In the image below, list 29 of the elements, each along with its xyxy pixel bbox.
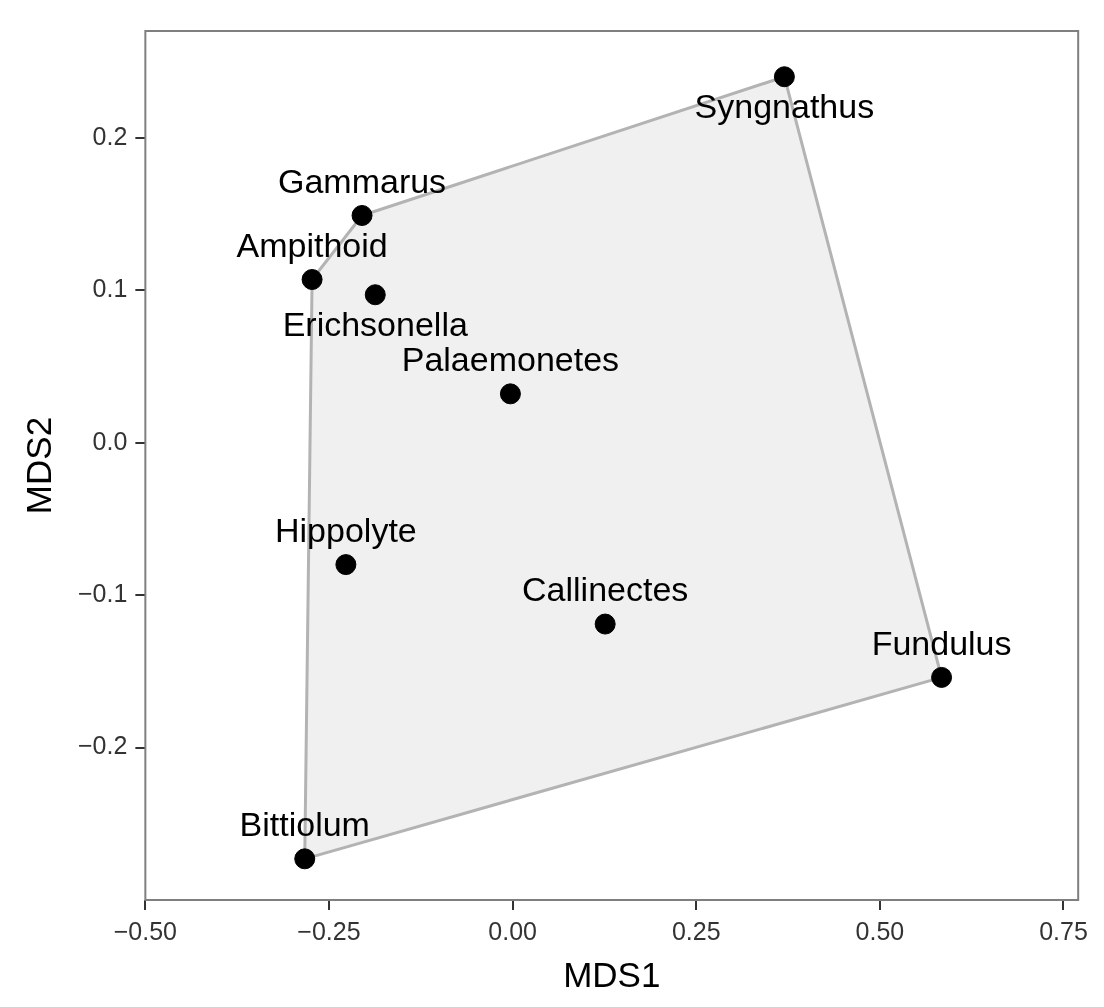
x-tick-label: 0.75 (1039, 916, 1088, 945)
annotation: Callinectes (522, 570, 689, 609)
annotation: Syngnathus (694, 87, 875, 126)
y-axis-title: MDS2 (18, 416, 58, 515)
annotation: Fundulus (871, 623, 1012, 662)
point (351, 204, 373, 226)
point (364, 284, 386, 306)
annotation: Hippolyte (275, 510, 417, 549)
point (773, 66, 795, 88)
x-tick-label: −0.25 (297, 916, 361, 945)
point (335, 554, 357, 576)
x-tick-label: −0.50 (113, 916, 177, 945)
y-tick-label: 0.2 (92, 121, 128, 150)
y-tick-label: 0.0 (92, 426, 128, 455)
point (499, 383, 521, 405)
x-axis-title: MDS1 (563, 954, 661, 994)
annotation: Ampithoid (236, 225, 388, 264)
point (594, 613, 616, 635)
x-tick-label: 0.50 (855, 916, 905, 945)
y-tick-label: −0.1 (77, 578, 128, 607)
point (931, 666, 953, 688)
y-tick-label: −0.2 (77, 731, 128, 760)
point (301, 269, 323, 290)
y-tick-label: 0.1 (92, 274, 128, 303)
x-tick-label: 0.00 (488, 916, 537, 945)
annotation: Gammarus (277, 161, 447, 200)
annotation: Bittiolum (239, 805, 370, 844)
x-tick-label: 0.25 (671, 916, 721, 945)
point (294, 848, 316, 870)
